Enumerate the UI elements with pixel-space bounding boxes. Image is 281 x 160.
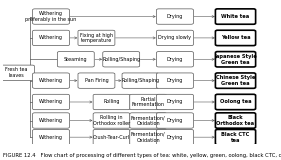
FancyBboxPatch shape xyxy=(33,113,69,128)
FancyBboxPatch shape xyxy=(33,30,69,46)
FancyBboxPatch shape xyxy=(93,113,130,128)
FancyBboxPatch shape xyxy=(157,94,193,110)
Text: Withering: Withering xyxy=(39,78,63,83)
Text: Rolling in
Orthodox roller: Rolling in Orthodox roller xyxy=(93,115,130,126)
FancyBboxPatch shape xyxy=(78,73,115,88)
FancyBboxPatch shape xyxy=(57,52,94,67)
FancyBboxPatch shape xyxy=(33,9,69,24)
FancyBboxPatch shape xyxy=(157,113,193,128)
FancyBboxPatch shape xyxy=(157,9,193,24)
FancyBboxPatch shape xyxy=(103,52,140,67)
FancyBboxPatch shape xyxy=(157,129,193,145)
Text: Fixing at high
temperature: Fixing at high temperature xyxy=(80,32,113,43)
FancyBboxPatch shape xyxy=(130,129,167,145)
FancyBboxPatch shape xyxy=(130,94,167,110)
Text: Fermentation/
Oxidation: Fermentation/ Oxidation xyxy=(131,132,166,143)
Text: Partial
Fermentation: Partial Fermentation xyxy=(132,97,165,107)
Text: Rolling/Shaping: Rolling/Shaping xyxy=(121,78,160,83)
Text: Drying: Drying xyxy=(167,14,183,19)
Text: Yellow tea: Yellow tea xyxy=(221,35,250,40)
Text: Pan Firing: Pan Firing xyxy=(85,78,108,83)
Text: Fermentation/
Oxidation: Fermentation/ Oxidation xyxy=(131,115,166,126)
FancyBboxPatch shape xyxy=(78,30,115,46)
Text: White tea: White tea xyxy=(221,14,250,19)
Text: Withering: Withering xyxy=(39,118,63,123)
Text: Fresh tea
leaves: Fresh tea leaves xyxy=(5,67,27,78)
FancyBboxPatch shape xyxy=(33,94,69,110)
Text: Withering
preferably in the sun: Withering preferably in the sun xyxy=(25,11,77,22)
Text: Rolling: Rolling xyxy=(103,100,120,104)
FancyBboxPatch shape xyxy=(216,94,256,110)
FancyBboxPatch shape xyxy=(93,94,130,110)
Text: Drying: Drying xyxy=(167,57,183,62)
FancyBboxPatch shape xyxy=(130,113,167,128)
FancyBboxPatch shape xyxy=(216,73,256,88)
Text: Japanese Style
Green tea: Japanese Style Green tea xyxy=(214,54,257,65)
Text: Drying: Drying xyxy=(167,78,183,83)
FancyBboxPatch shape xyxy=(122,73,159,88)
Text: Black
Orthodox tea: Black Orthodox tea xyxy=(216,115,255,126)
FancyBboxPatch shape xyxy=(157,52,193,67)
Text: Drying: Drying xyxy=(167,135,183,140)
FancyBboxPatch shape xyxy=(157,73,193,88)
Text: Withering: Withering xyxy=(39,100,63,104)
Text: FIGURE 12.4   Flow chart of processing of different types of tea: white, yellow,: FIGURE 12.4 Flow chart of processing of … xyxy=(3,153,281,158)
Text: Drying slowly: Drying slowly xyxy=(158,35,191,40)
FancyBboxPatch shape xyxy=(216,30,256,46)
FancyBboxPatch shape xyxy=(216,9,256,24)
FancyBboxPatch shape xyxy=(0,65,35,80)
FancyBboxPatch shape xyxy=(157,30,193,46)
Text: Crush-Tear-Curl: Crush-Tear-Curl xyxy=(93,135,130,140)
FancyBboxPatch shape xyxy=(216,129,256,145)
Text: Chinese Style
Green tea: Chinese Style Green tea xyxy=(216,75,255,86)
Text: Withering: Withering xyxy=(39,35,63,40)
Text: Withering: Withering xyxy=(39,135,63,140)
Text: Oolong tea: Oolong tea xyxy=(220,100,251,104)
FancyBboxPatch shape xyxy=(33,73,69,88)
Text: Drying: Drying xyxy=(167,118,183,123)
FancyBboxPatch shape xyxy=(33,129,69,145)
Text: Steaming: Steaming xyxy=(64,57,88,62)
Text: Drying: Drying xyxy=(167,100,183,104)
Text: Rolling/Shaping: Rolling/Shaping xyxy=(102,57,140,62)
FancyBboxPatch shape xyxy=(93,129,130,145)
FancyBboxPatch shape xyxy=(216,113,256,128)
Text: Black CTC
tea: Black CTC tea xyxy=(221,132,250,143)
FancyBboxPatch shape xyxy=(216,52,256,67)
